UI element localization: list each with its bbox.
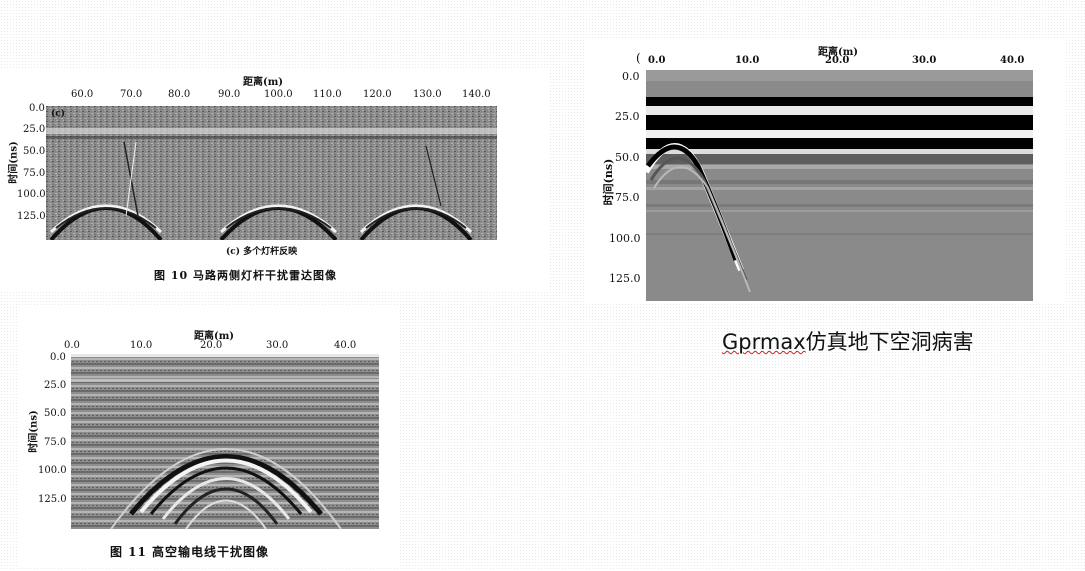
sim-y-tick: 100.0 bbox=[609, 232, 641, 245]
fig10-x-tick: 110.0 bbox=[313, 89, 342, 100]
fig10-y-tick: 25.0 bbox=[23, 124, 46, 135]
sim-x-tick: 40.0 bbox=[1000, 55, 1025, 66]
gprmax-note-text: 仿真地下空洞病害 bbox=[805, 330, 974, 354]
fig10-x-tick: 140.0 bbox=[462, 89, 491, 100]
sim-y-title: 时间(ns) bbox=[602, 158, 615, 206]
figure-10-panel: 距离(m) 60.0 70.0 80.0 90.0 100.0 110.0 12… bbox=[0, 68, 548, 290]
sim-y-tick: 25.0 bbox=[615, 110, 640, 123]
fig10-y-title: 时间(ns) bbox=[8, 141, 20, 184]
fig11-x-tick: 10.0 bbox=[130, 340, 153, 351]
sim-x-tick: 30.0 bbox=[912, 55, 937, 66]
fig11-caption: 图 11 高空输电线干扰图像 bbox=[110, 545, 270, 559]
fig10-y-tick: 50.0 bbox=[23, 146, 46, 157]
fig10-x-tick: 70.0 bbox=[120, 89, 143, 100]
sim-y-tick: 50.0 bbox=[615, 151, 640, 164]
sim-cavity-hyperbola bbox=[646, 143, 751, 293]
fig11-y-tick: 25.0 bbox=[44, 380, 67, 391]
sim-x-tick: 10.0 bbox=[735, 55, 760, 66]
fig11-y-tick: 50.0 bbox=[44, 408, 67, 419]
sim-left-paren: ( bbox=[636, 51, 641, 65]
sim-x-tick: 20.0 bbox=[825, 55, 850, 66]
figure-11-panel: 距离(m) 0.0 10.0 20.0 30.0 40.0 时间(ns) 0.0… bbox=[18, 305, 398, 567]
fig10-y-tick: 100.0 bbox=[17, 189, 46, 200]
sim-x-tick: 0.0 bbox=[648, 55, 666, 66]
fig10-y-tick: 125.0 bbox=[17, 211, 46, 222]
fig10-x-tick: 130.0 bbox=[413, 89, 442, 100]
fig10-panel-label: (c) bbox=[51, 109, 65, 119]
fig11-x-title: 距离(m) bbox=[194, 331, 235, 342]
fig10-x-tick: 100.0 bbox=[264, 89, 293, 100]
gprmax-sim-panel: ( 距离(m) 0.0 10.0 20.0 30.0 40.0 时间(ns) 0… bbox=[586, 40, 1066, 302]
fig11-y-tick: 0.0 bbox=[50, 352, 66, 363]
fig11-y-tick: 100.0 bbox=[38, 465, 67, 476]
fig10-y-tick: 75.0 bbox=[23, 168, 46, 179]
fig11-y-tick: 125.0 bbox=[38, 494, 67, 505]
sim-y-tick: 125.0 bbox=[609, 272, 641, 285]
fig11-x-tick: 40.0 bbox=[334, 340, 357, 351]
fig11-hyperbola bbox=[110, 448, 342, 529]
fig10-y-tick: 0.0 bbox=[29, 103, 45, 114]
sim-x-title: 距离(m) bbox=[818, 47, 859, 58]
fig11-x-tick: 0.0 bbox=[64, 340, 80, 351]
fig10-x-tick: 60.0 bbox=[71, 89, 94, 100]
gprmax-note-keyword: Gprmax bbox=[722, 330, 806, 354]
fig11-x-tick: 20.0 bbox=[200, 340, 223, 351]
fig11-x-tick: 30.0 bbox=[266, 340, 289, 351]
fig11-y-tick: 75.0 bbox=[44, 437, 67, 448]
fig10-subcaption: (c) 多个灯杆反映 bbox=[226, 247, 298, 257]
sim-y-tick: 75.0 bbox=[615, 191, 640, 204]
sim-y-tick: 0.0 bbox=[622, 70, 640, 83]
fig11-y-title: 时间(ns) bbox=[28, 410, 40, 453]
fig10-x-tick: 80.0 bbox=[168, 89, 191, 100]
fig10-x-tick: 90.0 bbox=[218, 89, 241, 100]
fig10-hyperbolas bbox=[49, 141, 473, 240]
fig10-caption: 图 10 马路两侧灯杆干扰雷达图像 bbox=[154, 269, 337, 282]
fig10-x-tick: 120.0 bbox=[363, 89, 392, 100]
fig11-radar-image bbox=[71, 354, 379, 529]
fig10-x-title: 距离(m) bbox=[243, 77, 284, 88]
fig10-radar-image bbox=[46, 106, 497, 240]
gprmax-note: Gprmax仿真地下空洞病害 bbox=[722, 326, 974, 356]
sim-radar-image bbox=[646, 70, 1033, 301]
